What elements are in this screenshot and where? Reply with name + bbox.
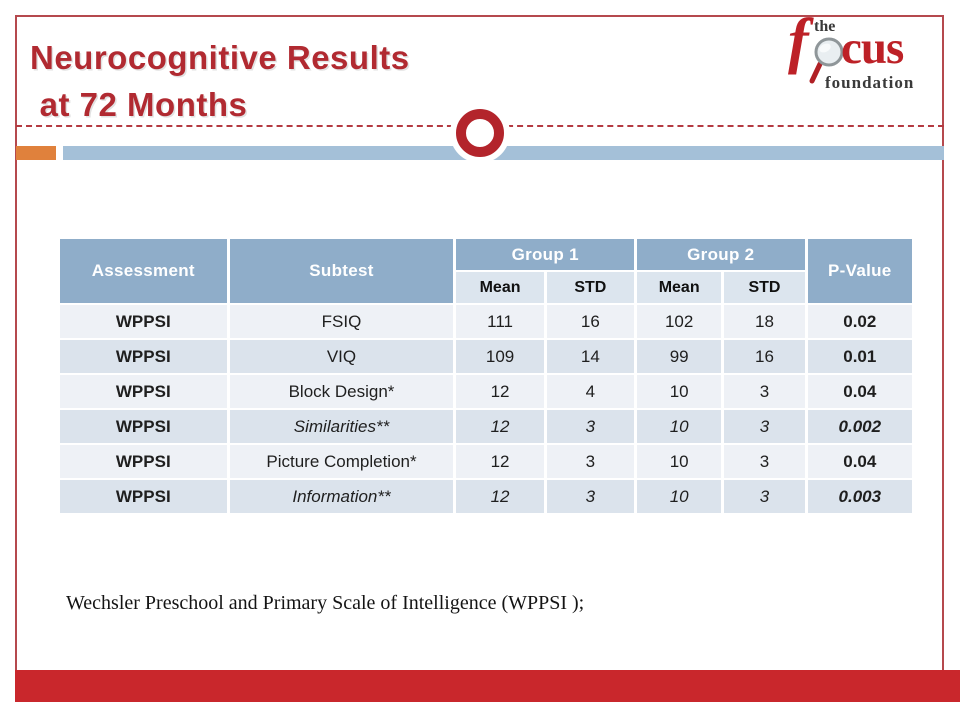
logo-letter-f: f (788, 7, 809, 75)
col-header-group2-std: STD (724, 272, 805, 303)
cell-g2-std: 16 (724, 340, 805, 373)
cell-pvalue: 0.04 (807, 375, 912, 408)
cell-g2-mean: 102 (637, 305, 722, 338)
cell-pvalue: 0.01 (807, 340, 912, 373)
cell-g1-mean: 12 (456, 375, 544, 408)
cell-g2-mean: 10 (637, 480, 722, 513)
cell-g1-mean: 12 (456, 445, 544, 478)
results-table: Assessment Subtest Group 1 Group 2 P-Val… (57, 237, 915, 515)
table-row: WPPSI Block Design* 12 4 10 3 0.04 (60, 375, 912, 408)
cell-pvalue: 0.02 (807, 305, 912, 338)
cell-g2-std: 3 (724, 480, 805, 513)
cell-g2-mean: 10 (637, 445, 722, 478)
ring-ornament (456, 109, 504, 157)
table-row: WPPSI Picture Completion* 12 3 10 3 0.04 (60, 445, 912, 478)
table-row: WPPSI Information** 12 3 10 3 0.003 (60, 480, 912, 513)
cell-assessment: WPPSI (60, 305, 227, 338)
cell-g1-std: 3 (546, 445, 635, 478)
cell-subtest: Picture Completion* (229, 445, 454, 478)
col-header-pvalue: P-Value (807, 239, 912, 303)
cell-g2-mean: 10 (637, 375, 722, 408)
cell-pvalue: 0.002 (807, 410, 912, 443)
cell-subtest: VIQ (229, 340, 454, 373)
cell-assessment: WPPSI (60, 445, 227, 478)
cell-subtest: FSIQ (229, 305, 454, 338)
col-header-group2-mean: Mean (637, 272, 722, 303)
magnifier-icon (808, 36, 850, 91)
logo-word-foundation: foundation (825, 73, 915, 92)
cell-g1-mean: 12 (456, 480, 544, 513)
cell-g1-std: 16 (546, 305, 635, 338)
logo-word-the: the (814, 18, 836, 35)
cell-g2-mean: 10 (637, 410, 722, 443)
cell-pvalue: 0.003 (807, 480, 912, 513)
title-line-2: at 72 Months (30, 86, 248, 123)
focus-foundation-logo: f the cus foundation (788, 7, 948, 105)
cell-g1-std: 14 (546, 340, 635, 373)
table-row: WPPSI FSIQ 111 16 102 18 0.02 (60, 305, 912, 338)
cell-subtest: Information** (229, 480, 454, 513)
cell-assessment: WPPSI (60, 480, 227, 513)
cell-g2-std: 3 (724, 410, 805, 443)
table-row: WPPSI Similarities** 12 3 10 3 0.002 (60, 410, 912, 443)
orange-accent-bar (16, 146, 56, 160)
title-line-1: Neurocognitive Results (30, 39, 410, 76)
cell-g2-std: 3 (724, 375, 805, 408)
col-header-group2: Group 2 (637, 239, 805, 270)
page-title: Neurocognitive Results at 72 Months (30, 34, 410, 128)
cell-subtest: Similarities** (229, 410, 454, 443)
col-header-group1-std: STD (546, 272, 635, 303)
cell-subtest: Block Design* (229, 375, 454, 408)
cell-g1-mean: 12 (456, 410, 544, 443)
col-header-assessment: Assessment (60, 239, 227, 303)
col-header-group1: Group 1 (456, 239, 635, 270)
logo-word-cus: cus (841, 22, 904, 74)
col-header-group1-mean: Mean (456, 272, 544, 303)
cell-pvalue: 0.04 (807, 445, 912, 478)
cell-g2-std: 18 (724, 305, 805, 338)
header-row-stats: Mean STD Mean STD (60, 272, 912, 303)
header-row-groups: Assessment Subtest Group 1 Group 2 P-Val… (60, 239, 912, 303)
cell-assessment: WPPSI (60, 375, 227, 408)
cell-g2-mean: 99 (637, 340, 722, 373)
cell-g1-mean: 109 (456, 340, 544, 373)
cell-g2-std: 3 (724, 445, 805, 478)
table-row: WPPSI VIQ 109 14 99 16 0.01 (60, 340, 912, 373)
cell-assessment: WPPSI (60, 340, 227, 373)
bottom-red-bar (15, 670, 960, 702)
col-header-subtest: Subtest (229, 239, 454, 303)
footnote-wppsi: Wechsler Preschool and Primary Scale of … (66, 592, 585, 614)
cell-g1-std: 4 (546, 375, 635, 408)
cell-g1-mean: 111 (456, 305, 544, 338)
cell-g1-std: 3 (546, 480, 635, 513)
cell-g1-std: 3 (546, 410, 635, 443)
blue-accent-bar (63, 146, 944, 160)
cell-assessment: WPPSI (60, 410, 227, 443)
